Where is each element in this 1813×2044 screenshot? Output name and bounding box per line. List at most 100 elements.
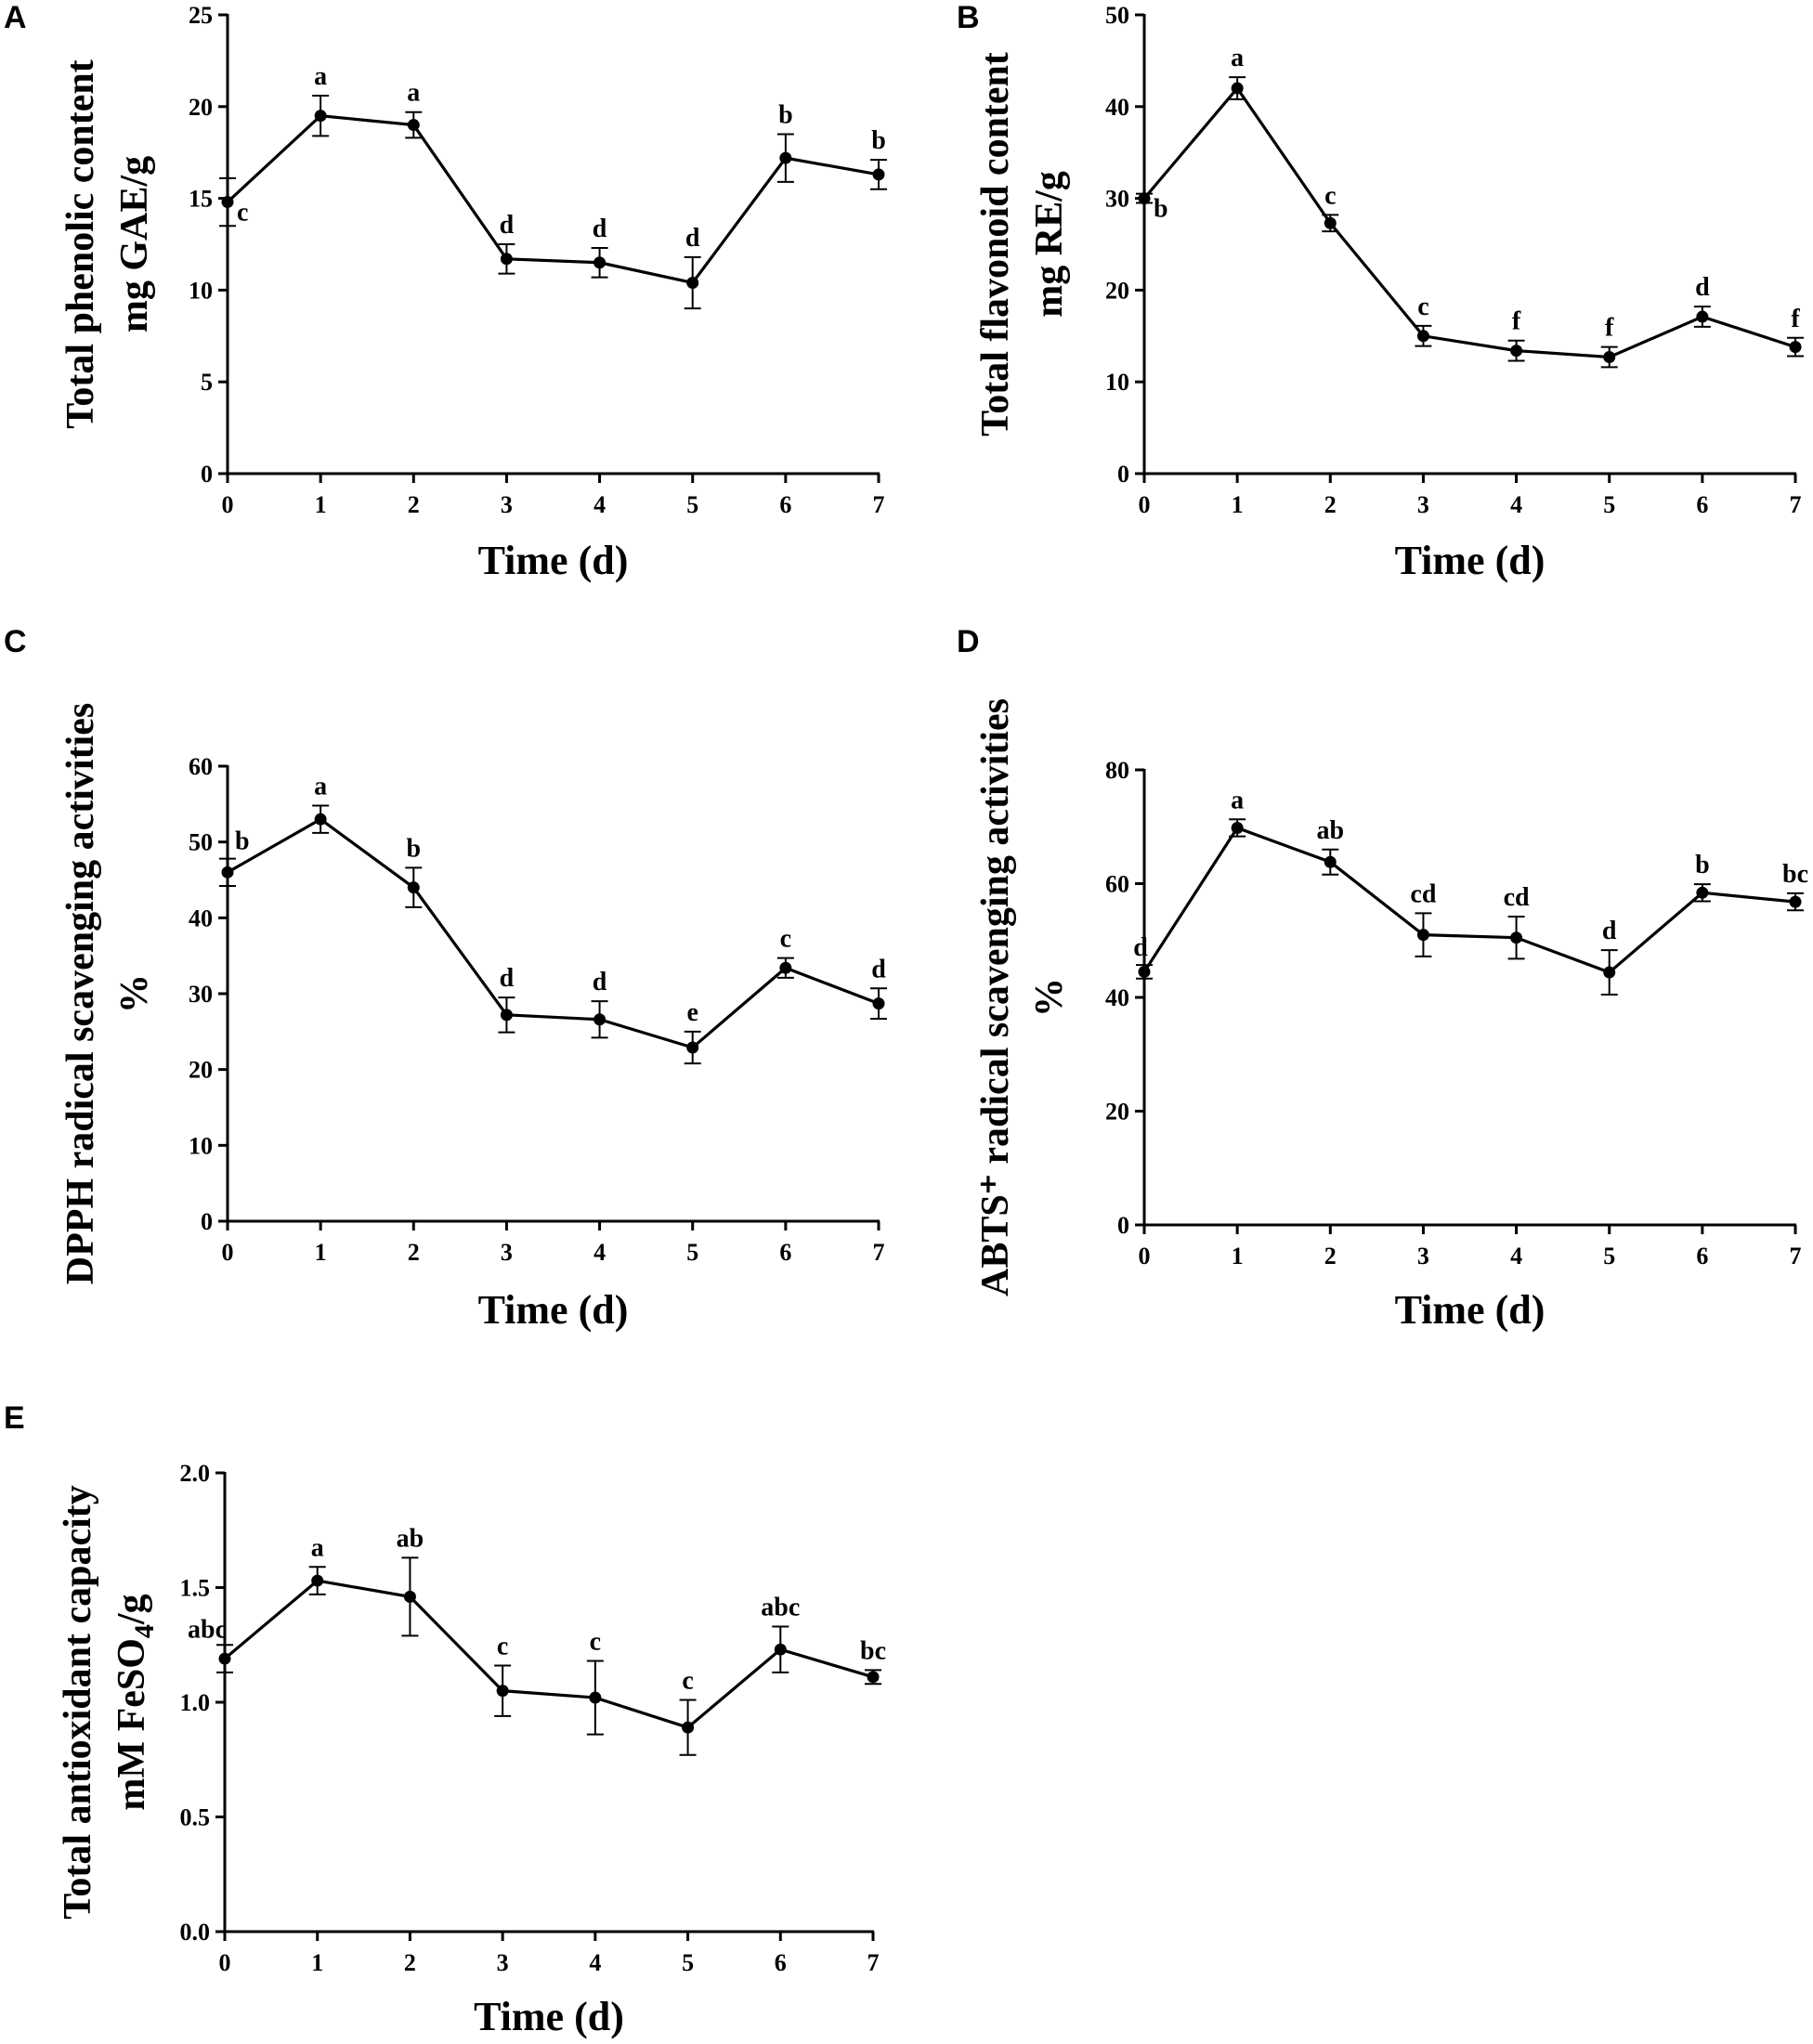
chart-c-group: 01020304050600 1 2 3 4 5 6 7Time (d)DPPH radica… bbox=[59, 703, 887, 1333]
chart-c-significance-label: b bbox=[235, 827, 250, 856]
chart-d-x-tick-label: 1 bbox=[1232, 1243, 1244, 1269]
chart-d-data-point bbox=[1139, 966, 1151, 978]
chart-c-significance-label: a bbox=[314, 772, 327, 801]
chart-d-y-tick-label: 0 bbox=[1117, 1212, 1129, 1239]
chart-a-y-label-line-2: mg GAE/g bbox=[113, 156, 156, 332]
chart-d-x-tick-label: 3 bbox=[1417, 1243, 1429, 1269]
chart-b-x-tick-label: 1 bbox=[1232, 491, 1244, 518]
chart-d-x-tick-label: 7 bbox=[1790, 1243, 1802, 1269]
chart-b-x-tick-label: 6 bbox=[1696, 491, 1708, 518]
chart-b-data-point bbox=[1790, 341, 1802, 353]
chart-d-group: 0204060800 1 2 3 4 5 6 7Time (d)ABTS⁺ radical s… bbox=[974, 698, 1808, 1333]
chart-b-significance-label: a bbox=[1231, 44, 1244, 72]
chart-d-significance-label: b bbox=[1695, 851, 1710, 879]
chart-a-data-point bbox=[222, 196, 234, 208]
chart-d-y-label-line-2: % bbox=[1028, 978, 1071, 1017]
chart-d-significance-label: bc bbox=[1782, 860, 1808, 889]
chart-a-y-tick-label: 25 bbox=[189, 2, 213, 29]
chart-c-y-label-line-2: % bbox=[113, 974, 156, 1013]
chart-c-data-point bbox=[779, 962, 791, 974]
chart-a-data-point bbox=[315, 110, 327, 122]
chart-d-x-tick-label: 4 bbox=[1510, 1243, 1522, 1269]
chart-d-x-tick-label: 5 bbox=[1603, 1243, 1615, 1269]
chart-d-significance-label: d bbox=[1602, 917, 1617, 945]
chart-d-data-point bbox=[1696, 887, 1708, 899]
chart-e-y-label-line-2: mM FeSO4/g bbox=[111, 1594, 160, 1810]
chart-e-significance-label: bc bbox=[860, 1636, 886, 1665]
chart-b-significance-label: f bbox=[1605, 314, 1614, 343]
chart-b-significance-label: f bbox=[1791, 305, 1800, 333]
chart-c-x-tick-label: 5 bbox=[686, 1239, 698, 1266]
chart-a-group: 0 5 10 15 20 25 0 1 2 3 4 5 6 7 Time (d) Total phenolic… bbox=[59, 2, 887, 583]
chart-d-significance-label: cd bbox=[1504, 883, 1530, 912]
chart-a-y-tick-label: 20 bbox=[189, 94, 213, 121]
chart-d-significance-label: ab bbox=[1316, 816, 1344, 845]
chart-e-y-tick-label: 1.0 bbox=[180, 1689, 211, 1716]
chart-a-significance-label: b bbox=[778, 100, 793, 129]
chart-e-x-tick-label: 2 bbox=[404, 1949, 416, 1976]
chart-b-data-point bbox=[1510, 345, 1522, 357]
chart-c-data-point bbox=[408, 881, 420, 893]
chart-c-data-point bbox=[501, 1009, 513, 1021]
chart-a-significance-label: a bbox=[407, 79, 420, 108]
chart-a-data-point bbox=[779, 152, 791, 164]
chart-d-y-tick-label: 80 bbox=[1105, 757, 1129, 784]
chart-e-y-label-line-1: Total antioxidant capacity bbox=[57, 1485, 99, 1920]
chart-e-y-label-part: mM FeSO bbox=[111, 1638, 153, 1810]
chart-e-x-label: Time (d) bbox=[474, 1994, 624, 2039]
chart-a-x-tick-label: 4 bbox=[593, 491, 606, 518]
chart-d-x-tick-label: 0 bbox=[1139, 1243, 1151, 1269]
chart-b-data-point bbox=[1232, 83, 1244, 95]
chart-a-x-tick-label: 3 bbox=[501, 491, 513, 518]
chart-e-data-point bbox=[589, 1692, 601, 1704]
chart-b-data-point bbox=[1603, 351, 1615, 363]
panel-letter-e: E bbox=[4, 1400, 25, 1436]
chart-c-x-tick-label: 1 bbox=[315, 1239, 327, 1266]
chart-d-y-label-line-1: ABTS⁺ radical scavenging activities bbox=[974, 698, 1017, 1296]
chart-a-y-tick-label: 15 bbox=[189, 186, 213, 213]
chart-a-y-label-line-1: Total phenolic content bbox=[59, 59, 102, 428]
chart-b-x-tick-label: 3 bbox=[1417, 491, 1429, 518]
chart-e-x-tick-label: 6 bbox=[775, 1949, 787, 1976]
chart-b-y-tick-label: 0 bbox=[1117, 461, 1129, 488]
chart-c-y-tick-label: 60 bbox=[189, 753, 213, 780]
chart-a-significance-label: d bbox=[593, 215, 607, 243]
chart-b-significance-label: d bbox=[1695, 273, 1710, 302]
chart-a-x-tick-label: 7 bbox=[873, 491, 885, 518]
chart-e-x-tick-label: 1 bbox=[311, 1949, 323, 1976]
panel-letter-c: C bbox=[4, 624, 27, 659]
chart-c-y-tick-label: 50 bbox=[189, 829, 213, 856]
chart-e-significance-label: c bbox=[497, 1632, 508, 1660]
chart-b-significance-label: f bbox=[1512, 307, 1521, 336]
chart-b-y-tick-label: 20 bbox=[1105, 277, 1129, 304]
chart-e-data-point bbox=[219, 1653, 231, 1665]
chart-c-y-label-line-1: DPPH radical scavenging activities bbox=[59, 703, 102, 1284]
chart-e-significance-label: abc bbox=[188, 1615, 227, 1644]
panel-letter-a: A bbox=[4, 0, 27, 35]
chart-b-data-point bbox=[1139, 192, 1151, 204]
chart-e-x-tick-label: 5 bbox=[682, 1949, 694, 1976]
chart-c-x-tick-label: 0 bbox=[222, 1239, 234, 1266]
chart-d-series-line bbox=[1144, 827, 1795, 972]
chart-b-significance-label: b bbox=[1154, 195, 1168, 224]
chart-c-significance-label: b bbox=[406, 834, 421, 863]
chart-c-data-point bbox=[315, 814, 327, 826]
chart-e-significance-label: ab bbox=[397, 1524, 424, 1553]
chart-d-x-label: Time (d) bbox=[1395, 1287, 1546, 1333]
chart-a-x-tick-label: 5 bbox=[686, 491, 698, 518]
chart-e-x-tick-label: 3 bbox=[497, 1949, 509, 1976]
chart-a-x-tick-label: 1 bbox=[315, 491, 327, 518]
chart-a-significance-label: d bbox=[685, 224, 700, 253]
chart-e-data-point bbox=[404, 1591, 416, 1603]
chart-e-data-point bbox=[775, 1644, 787, 1656]
chart-a-data-point bbox=[686, 277, 698, 289]
chart-d-significance-label: d bbox=[1133, 933, 1148, 962]
chart-e-y-tick-label: 2.0 bbox=[180, 1460, 211, 1487]
chart-a-series-line bbox=[228, 116, 879, 283]
chart-c-x-tick-label: 3 bbox=[501, 1239, 513, 1266]
chart-c-y-tick-label: 20 bbox=[189, 1057, 213, 1084]
chart-e-significance-label: abc bbox=[761, 1593, 800, 1621]
chart-a-data-point bbox=[501, 253, 513, 265]
chart-c-significance-label: d bbox=[871, 955, 886, 983]
chart-c-data-point bbox=[222, 866, 234, 879]
